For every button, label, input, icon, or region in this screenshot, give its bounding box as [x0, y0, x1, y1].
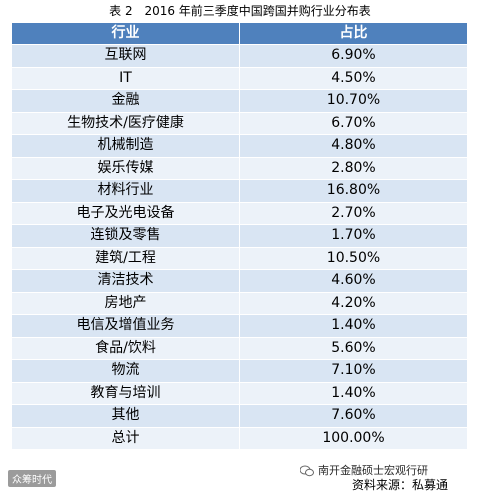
table-row: 互联网 6.90% [11, 44, 468, 68]
share-cell: 2.70% [239, 201, 468, 225]
share-cell: 2.80% [239, 156, 468, 180]
industry-cell: 金融 [11, 89, 240, 113]
share-cell: 10.70% [239, 89, 468, 113]
table-row: 建筑/工程 10.50% [11, 246, 468, 270]
share-cell: 7.10% [239, 359, 468, 383]
wechat-icon [300, 465, 314, 477]
share-cell: 7.60% [239, 404, 468, 428]
table-row: 房地产 4.20% [11, 291, 468, 315]
industry-cell: 总计 [11, 426, 240, 450]
share-cell: 5.60% [239, 336, 468, 360]
share-cell: 1.40% [239, 314, 468, 338]
table-row: 物流 7.10% [11, 359, 468, 383]
table-row: 食品/饮料 5.60% [11, 336, 468, 360]
industry-cell: 建筑/工程 [11, 246, 240, 270]
share-cell: 1.40% [239, 381, 468, 405]
industry-cell: 机械制造 [11, 134, 240, 158]
industry-cell: 其他 [11, 404, 240, 428]
industry-cell: 物流 [11, 359, 240, 383]
share-cell: 4.80% [239, 134, 468, 158]
table-row: 清洁技术 4.60% [11, 269, 468, 293]
share-cell: 6.70% [239, 111, 468, 135]
watermark-right: 南开金融硕士宏观行研 [300, 462, 428, 478]
industry-cell: 互联网 [11, 44, 240, 68]
share-cell: 4.20% [239, 291, 468, 315]
industry-cell: 电信及增值业务 [11, 314, 240, 338]
industry-cell: 娱乐传媒 [11, 156, 240, 180]
share-cell: 4.50% [239, 66, 468, 90]
header-industry: 行业 [11, 22, 240, 45]
share-cell: 1.70% [239, 224, 468, 248]
watermark-left: 众筹时代 [8, 470, 56, 487]
industry-cell: 食品/饮料 [11, 336, 240, 360]
caption-title: 2016 年前三季度中国跨国并购行业分布表 [144, 4, 371, 18]
watermark-right-text: 南开金融硕士宏观行研 [318, 464, 428, 477]
table-row: 娱乐传媒 2.80% [11, 156, 468, 180]
caption-label: 表 2 [109, 4, 133, 18]
data-source: 资料来源：私募通 [352, 478, 449, 492]
table-row: 生物技术/医疗健康 6.70% [11, 111, 468, 135]
share-cell: 10.50% [239, 246, 468, 270]
table-row: 材料行业 16.80% [11, 179, 468, 203]
industry-cell: 清洁技术 [11, 269, 240, 293]
table-row: 电子及光电设备 2.70% [11, 201, 468, 225]
table-row: 教育与培训 1.40% [11, 381, 468, 405]
table-row: 连锁及零售 1.70% [11, 224, 468, 248]
header-share: 占比 [239, 22, 468, 45]
table-row: 总计 100.00% [11, 426, 468, 450]
share-cell: 4.60% [239, 269, 468, 293]
industry-distribution-table: 行业 占比 互联网 6.90% IT 4.50% 金融 10.70% 生物技术/医疗健康 6.… [11, 22, 468, 450]
industry-cell: IT [11, 66, 240, 90]
industry-cell: 连锁及零售 [11, 224, 240, 248]
industry-cell: 教育与培训 [11, 381, 240, 405]
table-row: 机械制造 4.80% [11, 134, 468, 158]
industry-cell: 材料行业 [11, 179, 240, 203]
industry-cell: 房地产 [11, 291, 240, 315]
table-header-row: 行业 占比 [11, 22, 468, 45]
table-row: 电信及增值业务 1.40% [11, 314, 468, 338]
footer: 众筹时代 南开金融硕士宏观行研 资料来源：私募通 [0, 460, 480, 493]
share-cell: 100.00% [239, 426, 468, 450]
industry-cell: 电子及光电设备 [11, 201, 240, 225]
table-row: 金融 10.70% [11, 89, 468, 113]
table-caption: 表 2 2016 年前三季度中国跨国并购行业分布表 [0, 0, 480, 22]
share-cell: 16.80% [239, 179, 468, 203]
industry-cell: 生物技术/医疗健康 [11, 111, 240, 135]
table-row: IT 4.50% [11, 66, 468, 90]
table-row: 其他 7.60% [11, 404, 468, 428]
share-cell: 6.90% [239, 44, 468, 68]
